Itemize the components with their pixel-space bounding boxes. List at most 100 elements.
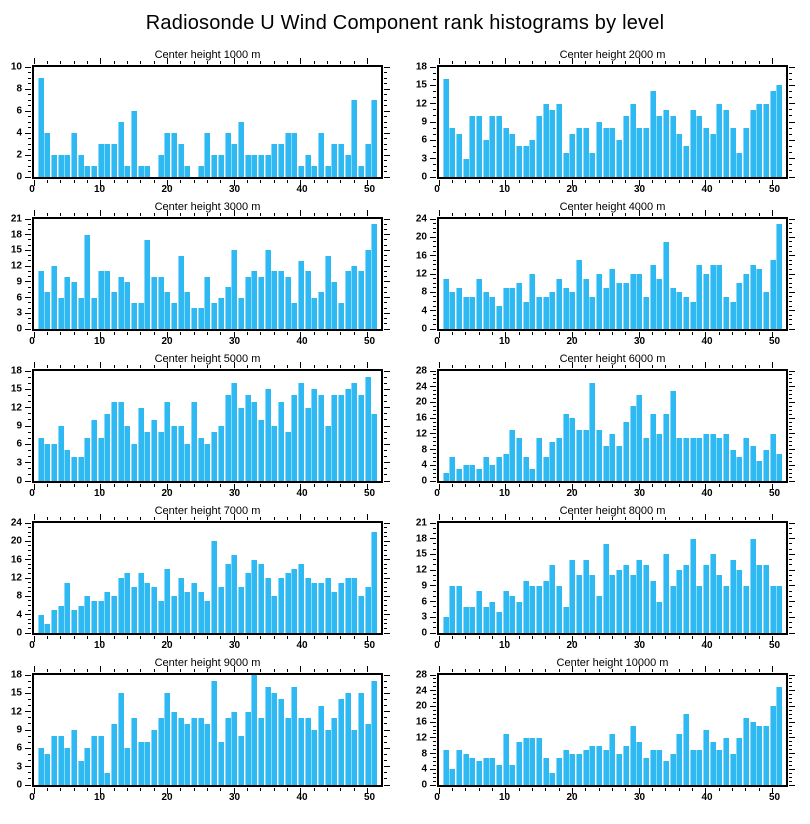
- major-y-tick: [789, 328, 795, 330]
- minor-x-tick: [327, 636, 329, 639]
- bar: [151, 587, 158, 633]
- minor-x-tick: [313, 669, 315, 672]
- minor-x-tick: [220, 484, 222, 487]
- minor-y-tick: [433, 548, 436, 550]
- minor-x-tick: [73, 332, 75, 335]
- minor-x-tick: [113, 484, 115, 487]
- minor-x-tick: [46, 61, 48, 64]
- bar: [97, 271, 104, 329]
- bar: [729, 449, 736, 481]
- bar: [549, 564, 556, 633]
- bar: [622, 422, 629, 481]
- minor-y-tick: [433, 374, 436, 376]
- x-axis-labels: 0 10 20 30 40 50: [29, 485, 383, 502]
- major-x-tick: [772, 58, 774, 64]
- bar: [364, 377, 371, 481]
- bar: [669, 390, 676, 481]
- major-x-tick: [505, 332, 507, 338]
- bar: [57, 605, 64, 633]
- minor-y-tick: [384, 582, 387, 584]
- bar: [131, 302, 138, 329]
- minor-y-tick: [433, 745, 436, 747]
- bar: [71, 456, 78, 481]
- y-tick-label: 8: [16, 83, 22, 95]
- x-tick-label: 40: [296, 184, 308, 195]
- bar: [769, 433, 776, 481]
- minor-x-tick: [313, 788, 315, 791]
- minor-y-tick: [433, 109, 436, 111]
- bar: [157, 155, 164, 177]
- bar: [57, 736, 64, 785]
- minor-x-tick: [692, 365, 694, 368]
- minor-x-tick: [732, 61, 734, 64]
- bar: [776, 223, 783, 329]
- minor-x-tick: [465, 517, 467, 520]
- minor-x-tick: [193, 669, 195, 672]
- bar: [542, 296, 549, 329]
- bar: [271, 426, 278, 481]
- bar: [749, 538, 756, 633]
- minor-x-tick: [558, 180, 560, 183]
- bar: [449, 769, 456, 785]
- minor-y-tick: [789, 764, 792, 766]
- bar: [576, 260, 583, 329]
- minor-y-tick: [28, 72, 31, 73]
- minor-x-tick: [758, 365, 760, 368]
- minor-x-tick: [665, 669, 667, 672]
- major-x-tick: [505, 666, 507, 672]
- major-y-tick: [789, 139, 795, 141]
- minor-x-tick: [598, 213, 600, 216]
- minor-y-tick: [433, 445, 436, 447]
- x-tick-label: 20: [161, 640, 173, 651]
- x-tick-label: 50: [768, 488, 781, 499]
- minor-x-tick: [718, 669, 720, 672]
- major-x-tick: [367, 484, 369, 490]
- minor-x-tick: [340, 484, 342, 487]
- bar: [456, 749, 463, 785]
- bar: [682, 296, 689, 329]
- major-x-tick: [233, 58, 235, 64]
- minor-x-tick: [140, 332, 142, 335]
- minor-y-tick: [433, 580, 436, 582]
- bar: [509, 596, 516, 633]
- minor-x-tick: [692, 517, 694, 520]
- minor-y-tick: [789, 127, 792, 129]
- bar: [131, 111, 138, 177]
- bar: [516, 437, 523, 481]
- bar: [702, 730, 709, 785]
- minor-x-tick: [451, 61, 453, 64]
- major-y-tick: [25, 154, 31, 156]
- x-tick-label: 30: [633, 792, 646, 803]
- bar: [211, 155, 218, 177]
- major-x-tick: [505, 362, 507, 368]
- minor-x-tick: [247, 213, 249, 216]
- bar: [144, 742, 151, 785]
- bar: [756, 726, 763, 785]
- minor-x-tick: [665, 332, 667, 335]
- major-y-tick: [25, 66, 31, 68]
- x-tick-label: 10: [498, 640, 511, 651]
- bar: [516, 283, 523, 329]
- minor-y-tick: [28, 239, 31, 241]
- minor-x-tick: [692, 213, 694, 216]
- major-x-tick: [33, 58, 35, 64]
- bar: [502, 591, 509, 633]
- major-x-tick: [438, 210, 440, 216]
- minor-x-tick: [692, 484, 694, 487]
- histogram-panel-1000m: Center height 1000 m 0 2 4 6 8 10 0 10 20 30 40 50: [2, 48, 397, 198]
- minor-x-tick: [478, 484, 480, 487]
- bar: [622, 745, 629, 785]
- major-x-tick: [367, 788, 369, 794]
- major-y-tick: [25, 132, 31, 134]
- bar: [37, 614, 44, 633]
- minor-y-tick: [384, 772, 387, 774]
- bar: [456, 134, 463, 177]
- major-y-tick: [384, 88, 390, 90]
- major-x-tick: [705, 332, 707, 338]
- minor-x-tick: [260, 61, 262, 64]
- major-y-tick: [384, 407, 390, 409]
- bar: [722, 109, 729, 177]
- bar: [171, 596, 178, 633]
- major-x-tick: [100, 332, 102, 338]
- major-x-tick: [705, 210, 707, 216]
